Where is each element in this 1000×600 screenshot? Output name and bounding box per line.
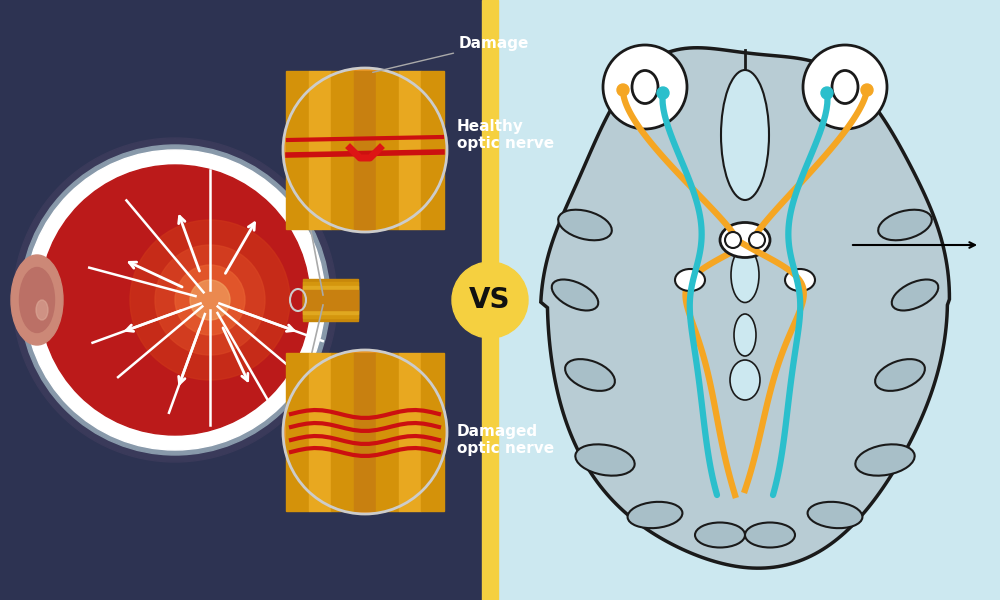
Bar [354,71,376,229]
Circle shape [286,353,444,511]
Bar [303,290,358,310]
Bar [421,353,444,511]
Circle shape [283,68,447,232]
Ellipse shape [720,223,770,257]
Ellipse shape [565,359,615,391]
Circle shape [803,45,887,129]
Circle shape [130,220,290,380]
Circle shape [749,232,765,248]
Text: Damaged
optic nerve: Damaged optic nerve [457,424,554,456]
Bar [354,353,376,511]
Ellipse shape [11,255,63,345]
Circle shape [452,262,528,338]
Ellipse shape [734,314,756,356]
Bar [286,353,309,511]
Bar [0,0,490,600]
Ellipse shape [36,300,48,320]
Bar [331,71,354,229]
Bar [303,286,358,314]
Ellipse shape [20,268,54,332]
Ellipse shape [878,210,932,240]
Circle shape [861,84,873,96]
Bar [303,279,358,321]
Bar [399,353,421,511]
Text: Healthy
optic nerve: Healthy optic nerve [457,119,554,151]
Circle shape [821,87,833,99]
Ellipse shape [675,269,705,291]
Circle shape [25,150,325,450]
Ellipse shape [875,359,925,391]
Bar [309,353,331,511]
Ellipse shape [721,70,769,200]
Ellipse shape [855,445,915,476]
Bar [376,71,399,229]
Ellipse shape [892,280,938,310]
Bar [376,353,399,511]
Circle shape [190,280,230,320]
Circle shape [603,45,687,129]
Bar [399,71,421,229]
Ellipse shape [628,502,682,528]
Circle shape [286,71,444,229]
Bar [490,0,1000,600]
Text: Damage: Damage [373,36,529,73]
Circle shape [617,84,629,96]
Ellipse shape [745,523,795,547]
Ellipse shape [575,445,635,476]
Polygon shape [541,48,949,568]
Bar [482,0,498,600]
Ellipse shape [730,360,760,400]
Ellipse shape [731,247,759,302]
Ellipse shape [808,502,862,528]
Text: VS: VS [469,286,511,314]
Ellipse shape [552,280,598,310]
Bar [421,71,444,229]
Ellipse shape [558,210,612,240]
Bar [309,71,331,229]
Ellipse shape [785,269,815,291]
Bar [286,71,309,229]
Circle shape [725,232,741,248]
Circle shape [40,165,310,435]
Circle shape [175,265,245,335]
Bar [331,353,354,511]
Circle shape [20,145,330,455]
Ellipse shape [695,523,745,547]
Bar [303,282,358,318]
Circle shape [283,350,447,514]
Circle shape [13,138,337,462]
Circle shape [657,87,669,99]
Ellipse shape [632,70,658,103]
Circle shape [155,245,265,355]
Ellipse shape [832,70,858,103]
